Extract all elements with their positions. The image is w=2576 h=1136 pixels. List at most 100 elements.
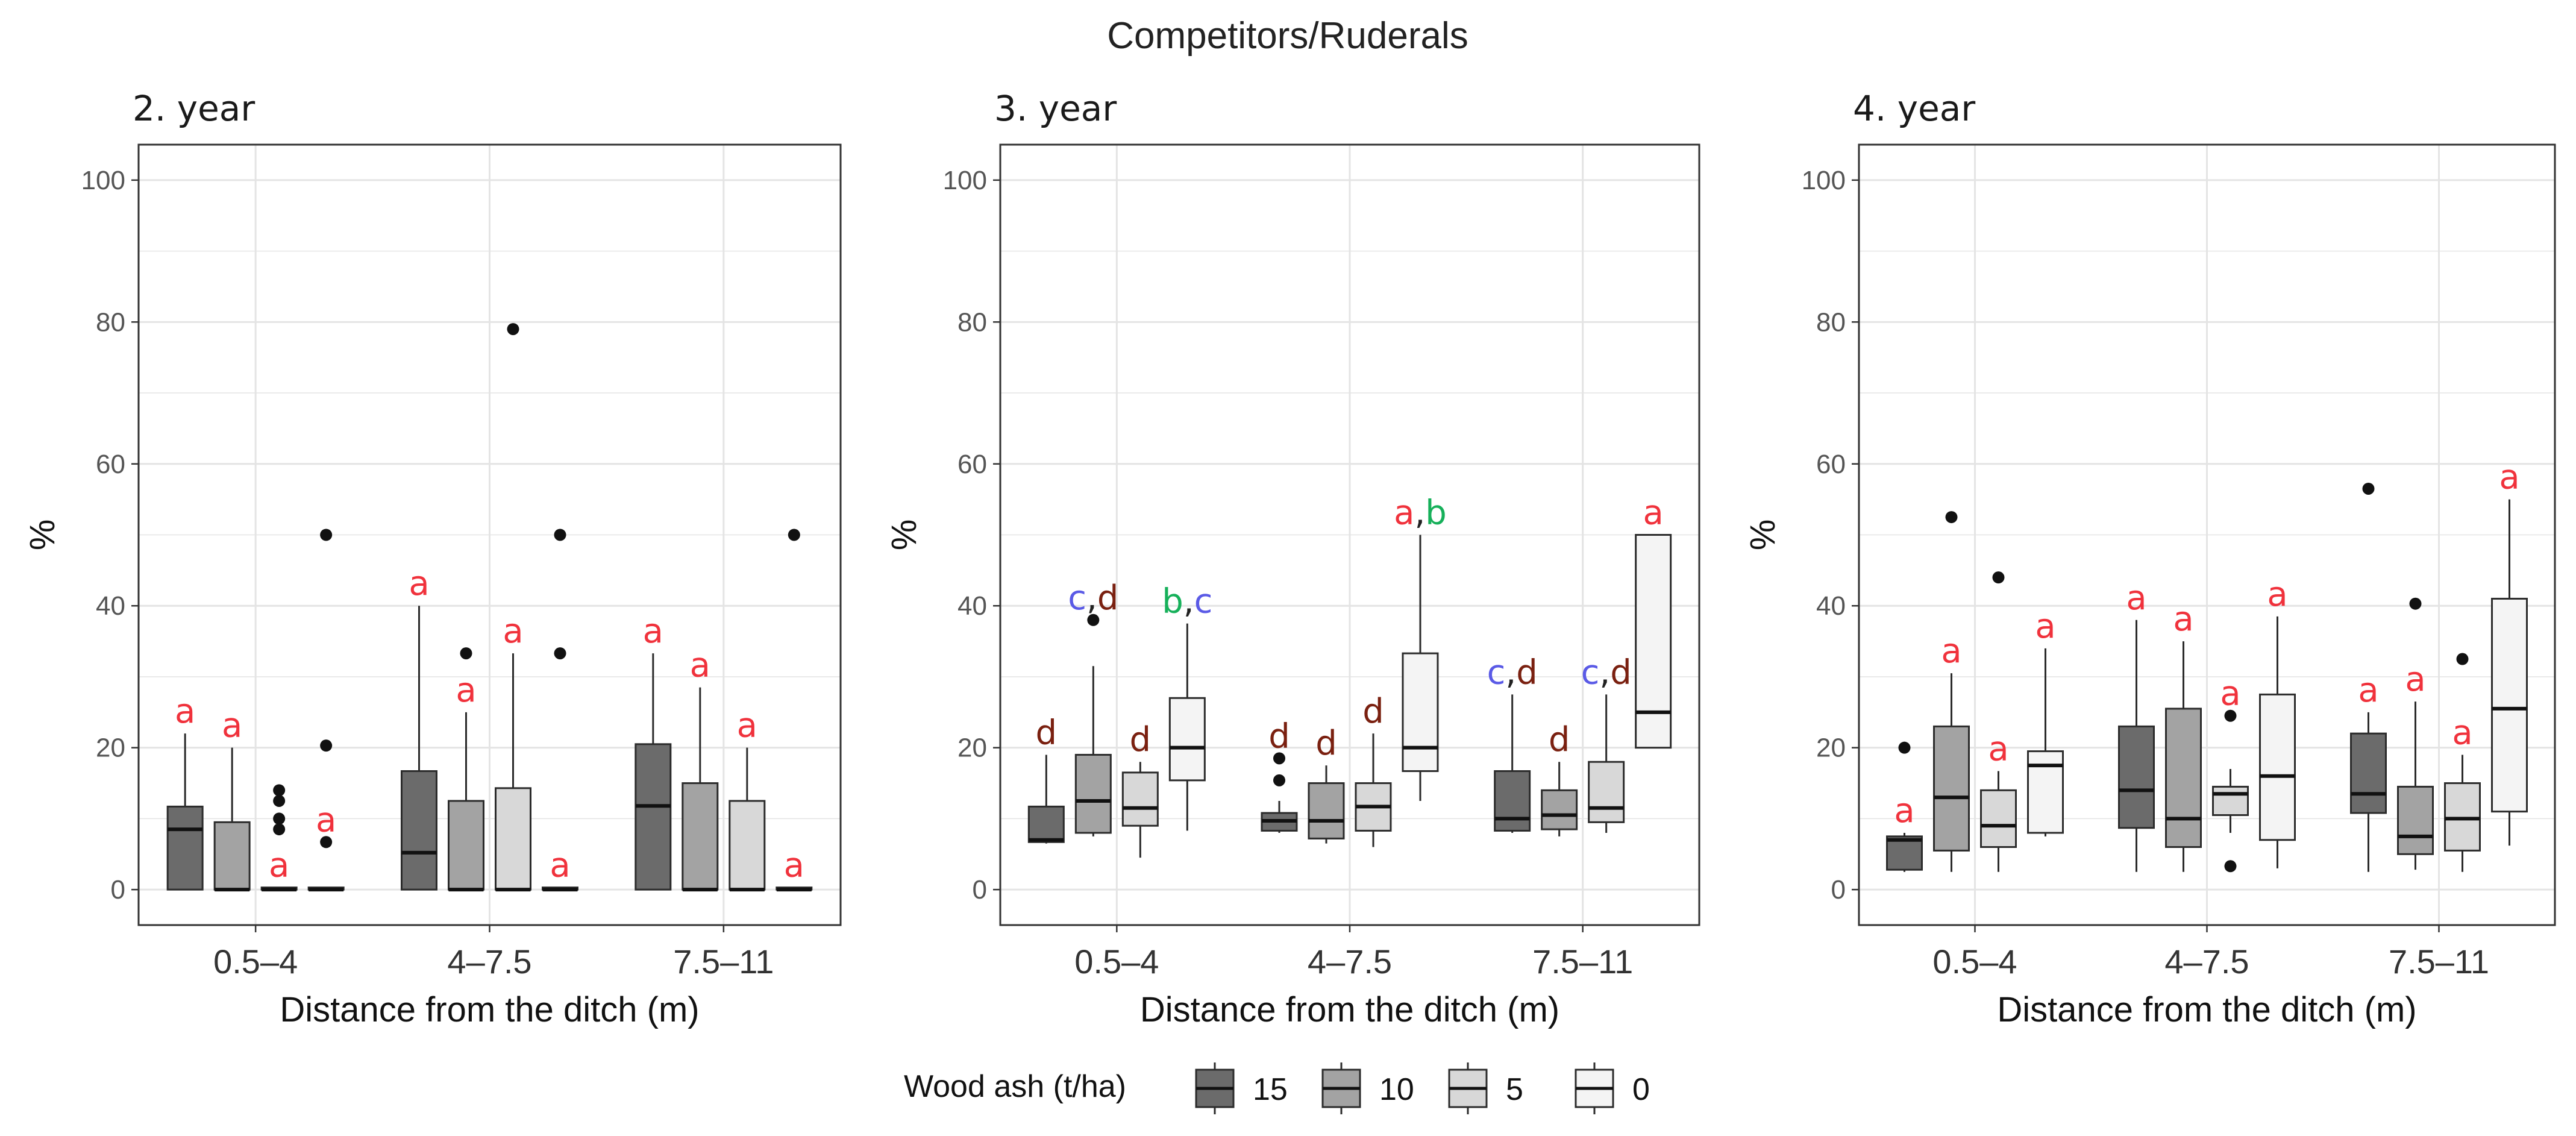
outlier-point	[460, 647, 472, 660]
x-axis-label: Distance from the ditch (m)	[1997, 990, 2416, 1029]
legend-label: 0	[1632, 1072, 1650, 1107]
significance-label: a	[2173, 600, 2193, 639]
y-tick-label: 80	[96, 307, 125, 337]
significance-label: a	[737, 706, 757, 745]
significance-letter: d	[1549, 720, 1570, 759]
panel-border	[137, 143, 842, 926]
box-body	[1027, 805, 1065, 843]
box-body	[1635, 534, 1672, 749]
significance-letter: ,	[1599, 653, 1610, 692]
series-5: ddc,d	[1121, 653, 1632, 858]
x-tick-label: 4–7.5	[447, 943, 531, 981]
y-tick-label: 60	[957, 450, 987, 479]
significance-label: a	[2452, 713, 2472, 752]
box: a	[1933, 511, 1970, 872]
box-body	[2259, 693, 2296, 841]
box: a	[542, 529, 578, 892]
box: a	[2118, 579, 2155, 872]
box-body	[635, 743, 672, 891]
legend-label: 15	[1253, 1072, 1288, 1107]
significance-letter: a	[2035, 607, 2055, 646]
box: a	[1635, 494, 1672, 749]
outlier-point	[1992, 571, 2005, 584]
legend-label: 5	[1506, 1072, 1523, 1107]
y-axis-label: %	[23, 519, 62, 551]
box-body	[1588, 761, 1625, 823]
significance-label: d	[1268, 717, 1290, 756]
outlier-point	[1898, 741, 1911, 754]
y-tick-label: 0	[973, 875, 987, 905]
y-tick-label: 20	[957, 733, 987, 763]
box: c,d	[1487, 653, 1538, 833]
box: a	[729, 706, 766, 892]
significance-letter: a	[316, 800, 336, 839]
significance-letter: ,	[1183, 582, 1194, 621]
box: a	[1980, 571, 2017, 872]
box-body	[1933, 725, 1970, 852]
outlier-point	[2224, 860, 2237, 873]
box: a	[307, 529, 345, 892]
box-body	[2027, 750, 2064, 834]
significance-label: d	[1130, 720, 1152, 759]
box: d	[1355, 692, 1392, 847]
significance-label: a	[1941, 632, 1961, 671]
significance-label: a	[175, 692, 195, 731]
significance-letter: a	[2267, 575, 2287, 614]
panels: 2. year 0 20 40 60 80 100% 0.5–4 4–7.5 7.5–11 Dist…	[23, 88, 2556, 1029]
box: a	[2212, 674, 2249, 873]
significance-letter: a	[269, 846, 289, 885]
significance-letter: d	[1097, 579, 1119, 618]
box: c,d	[1581, 653, 1632, 833]
box: a	[2350, 482, 2387, 872]
box: a	[2491, 458, 2528, 846]
significance-label: c,d	[1581, 653, 1632, 692]
box: b,c	[1162, 582, 1212, 831]
y-tick-label: 80	[1816, 307, 1846, 337]
significance-label: a	[1894, 791, 1914, 830]
y-tick-label: 100	[1802, 166, 1846, 195]
significance-label: a	[550, 846, 570, 885]
significance-letter: a	[409, 564, 429, 603]
y-axis-label: %	[885, 519, 924, 551]
box: a	[776, 529, 813, 892]
box-body	[2212, 785, 2249, 817]
significance-label: a	[2126, 579, 2146, 618]
significance-letter: a	[2452, 713, 2472, 752]
significance-label: a	[456, 671, 476, 710]
outlier-point	[273, 784, 286, 797]
legend-item-5: 5	[1448, 1062, 1523, 1114]
significance-label: a	[222, 706, 242, 745]
gridlines	[1000, 145, 1699, 925]
series-10: aaa	[1933, 511, 2434, 872]
outlier-point	[273, 823, 286, 836]
outlier-point	[2224, 709, 2237, 722]
y-tick-label: 0	[111, 875, 125, 905]
legend-item-10: 10	[1321, 1062, 1414, 1114]
significance-label: a,b	[1394, 494, 1447, 533]
significance-label: a	[503, 612, 523, 651]
series-15: aaa	[1886, 482, 2387, 872]
y-tick-label: 60	[1816, 450, 1846, 479]
y-tick-label: 40	[957, 591, 987, 621]
y-tick-label: 40	[96, 591, 125, 621]
x-tick-label: 7.5–11	[673, 943, 774, 981]
panel-title: 2. year	[133, 88, 255, 129]
x-tick-label: 0.5–4	[1074, 943, 1159, 981]
box: a	[213, 706, 251, 892]
box: a	[682, 646, 719, 892]
box-body	[1308, 782, 1345, 839]
box: a	[2259, 575, 2296, 868]
significance-letter: b	[1162, 582, 1183, 621]
significance-letter: d	[1516, 653, 1538, 692]
box: d	[1027, 713, 1065, 844]
significance-letter: ,	[1505, 653, 1516, 692]
significance-letter: d	[1362, 692, 1384, 731]
box: c,d	[1068, 579, 1118, 836]
box: a	[495, 323, 531, 892]
significance-label: a	[2499, 458, 2519, 497]
outlier-point	[788, 529, 800, 541]
outlier-point	[273, 812, 286, 825]
outlier-point	[320, 739, 333, 752]
box-body	[401, 770, 437, 891]
